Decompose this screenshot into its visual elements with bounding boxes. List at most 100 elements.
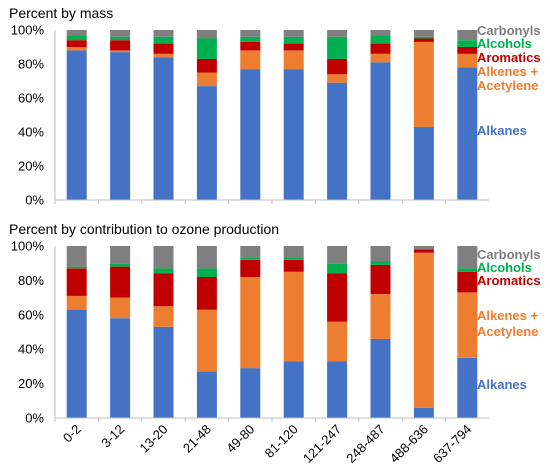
ozone-bar-aromatics-49-80: [240, 259, 261, 277]
mass-bar-alkenes-acetylene-637-794: [457, 53, 478, 68]
mass-bar-alcohols-3-12: [110, 36, 131, 41]
ozone-bar-carbonyls-637-794: [457, 246, 478, 269]
ozone-bar-alkanes-121-247: [327, 361, 348, 418]
x-tick-label-0-2: 0-2: [60, 422, 84, 446]
mass-bar-aromatics-0-2: [66, 40, 87, 47]
mass-legend: Carbonyls Alcohols Aromatics Alkenes + A…: [477, 23, 541, 138]
mass-bar-carbonyls-248-487: [370, 30, 391, 36]
ozone-bar-carbonyls-248-487: [370, 246, 391, 262]
ozone-bar-alcohols-637-794: [457, 268, 478, 272]
ozone-bar-aromatics-488-636: [413, 249, 434, 253]
ozone-bar-alkanes-637-794: [457, 357, 478, 418]
mass-bar-aromatics-637-794: [457, 47, 478, 54]
ozone-legend: Carbonyls Alcohols Aromatics Alkenes + A…: [477, 247, 541, 392]
mass-bar-alkenes-acetylene-21-48: [196, 72, 217, 87]
ozone-bar-alkanes-3-12: [110, 318, 131, 418]
ozone-bar-alcohols-13-20: [153, 268, 174, 274]
ozone-x-tick-labels: 0-2 3-12 13-20 21-48 49-80 81-120 121-247 248-4…: [60, 422, 474, 466]
mass-bar-aromatics-81-120: [283, 43, 304, 51]
mass-y-tick-label: 20%: [18, 159, 44, 174]
ozone-bar-carbonyls-488-636: [413, 246, 434, 250]
mass-bar-alcohols-49-80: [240, 36, 261, 42]
ozone-legend-alcohols: Alcohols: [477, 260, 532, 275]
x-tick-label-488-636: 488-636: [387, 422, 431, 466]
mass-bar-alkenes-acetylene-121-247: [327, 74, 348, 83]
mass-y-tick-label: 40%: [18, 125, 44, 140]
ozone-bar-carbonyls-0-2: [66, 246, 87, 267]
mass-bar-carbonyls-121-247: [327, 30, 348, 37]
ozone-legend-alkenes-line2: Acetylene: [477, 324, 538, 339]
mass-bar-alcohols-21-48: [196, 38, 217, 59]
x-tick-label-637-794: 637-794: [430, 422, 474, 466]
mass-bar-alkanes-21-48: [196, 86, 217, 200]
ozone-bar-aromatics-637-794: [457, 271, 478, 293]
mass-chart-panel: Percent by mass 0% 20% 40% 60% 80% 100% Carbo…: [9, 5, 541, 208]
mass-bar-alkanes-0-2: [66, 50, 87, 201]
x-tick-label-21-48: 21-48: [180, 422, 214, 456]
ozone-bar-alkenes-acetylene-49-80: [240, 277, 261, 369]
ozone-bar-alkenes-acetylene-0-2: [66, 295, 87, 310]
mass-bar-alkenes-acetylene-13-20: [153, 53, 174, 58]
mass-bar-alcohols-248-487: [370, 35, 391, 44]
mass-chart-title: Percent by mass: [9, 5, 113, 21]
ozone-chart-panel: Percent by contribution to ozone product…: [9, 221, 541, 466]
ozone-bar-alkanes-21-48: [196, 371, 217, 418]
mass-bar-aromatics-3-12: [110, 40, 131, 51]
ozone-bar-alcohols-81-120: [283, 258, 304, 260]
ozone-bar-alkenes-acetylene-21-48: [196, 309, 217, 372]
mass-bar-carbonyls-21-48: [196, 30, 217, 39]
ozone-bar-alkenes-acetylene-13-20: [153, 306, 174, 327]
mass-bar-alkanes-121-247: [327, 82, 348, 200]
mass-y-tick-label: 60%: [18, 91, 44, 106]
ozone-y-tick-label: 100%: [11, 239, 45, 254]
ozone-bar-carbonyls-13-20: [153, 246, 174, 269]
mass-bar-carbonyls-81-120: [283, 30, 304, 37]
mass-y-tick-label: 0%: [25, 193, 44, 208]
x-tick-label-121-247: 121-247: [300, 422, 344, 466]
ozone-bar-alcohols-3-12: [110, 263, 131, 267]
mass-bar-carbonyls-637-794: [457, 30, 478, 41]
ozone-bar-alkanes-13-20: [153, 326, 174, 418]
x-tick-label-49-80: 49-80: [223, 422, 257, 456]
mass-bars: [54, 30, 478, 204]
ozone-bar-alkanes-0-2: [66, 309, 87, 418]
mass-legend-alkenes-line1: Alkenes +: [477, 64, 538, 79]
mass-bar-alcohols-121-247: [327, 36, 348, 59]
ozone-legend-carbonyls: Carbonyls: [477, 247, 541, 262]
ozone-bar-alkenes-acetylene-3-12: [110, 297, 131, 319]
x-tick-label-248-487: 248-487: [343, 422, 387, 466]
mass-bar-alkanes-13-20: [153, 57, 174, 201]
ozone-bar-alcohols-0-2: [66, 266, 87, 269]
mass-bar-carbonyls-13-20: [153, 30, 174, 37]
ozone-y-tick-label: 40%: [18, 342, 44, 357]
mass-y-tick-label: 80%: [18, 57, 44, 72]
mass-bar-aromatics-121-247: [327, 58, 348, 75]
mass-bar-alkanes-81-120: [283, 69, 304, 200]
mass-bar-alkenes-acetylene-49-80: [240, 50, 261, 70]
ozone-bar-alkanes-81-120: [283, 361, 304, 418]
ozone-y-tick-label: 20%: [18, 376, 44, 391]
mass-bar-alcohols-488-636: [413, 36, 434, 39]
ozone-legend-aromatics: Aromatics: [477, 273, 541, 288]
mass-legend-alkenes-line2: Acetylene: [477, 78, 538, 93]
ozone-legend-alkenes-line1: Alkenes +: [477, 308, 538, 323]
mass-bar-alkanes-248-487: [370, 62, 391, 200]
x-tick-label-13-20: 13-20: [137, 422, 171, 456]
ozone-bar-carbonyls-49-80: [240, 246, 261, 258]
mass-bar-carbonyls-3-12: [110, 30, 131, 37]
x-tick-label-3-12: 3-12: [98, 422, 127, 451]
mass-bar-alcohols-0-2: [66, 35, 87, 41]
ozone-bar-aromatics-248-487: [370, 264, 391, 295]
ozone-bar-alcohols-21-48: [196, 268, 217, 277]
mass-bar-alkanes-3-12: [110, 52, 131, 200]
ozone-bars: [54, 246, 478, 422]
ozone-bar-alkenes-acetylene-637-794: [457, 292, 478, 358]
ozone-bar-aromatics-13-20: [153, 273, 174, 307]
mass-bar-carbonyls-49-80: [240, 30, 261, 37]
ozone-bar-carbonyls-121-247: [327, 246, 348, 264]
ozone-bar-alkenes-acetylene-121-247: [327, 321, 348, 362]
mass-bar-alkenes-acetylene-0-2: [66, 47, 87, 51]
mass-bar-aromatics-49-80: [240, 41, 261, 51]
mass-legend-aromatics: Aromatics: [477, 50, 541, 65]
